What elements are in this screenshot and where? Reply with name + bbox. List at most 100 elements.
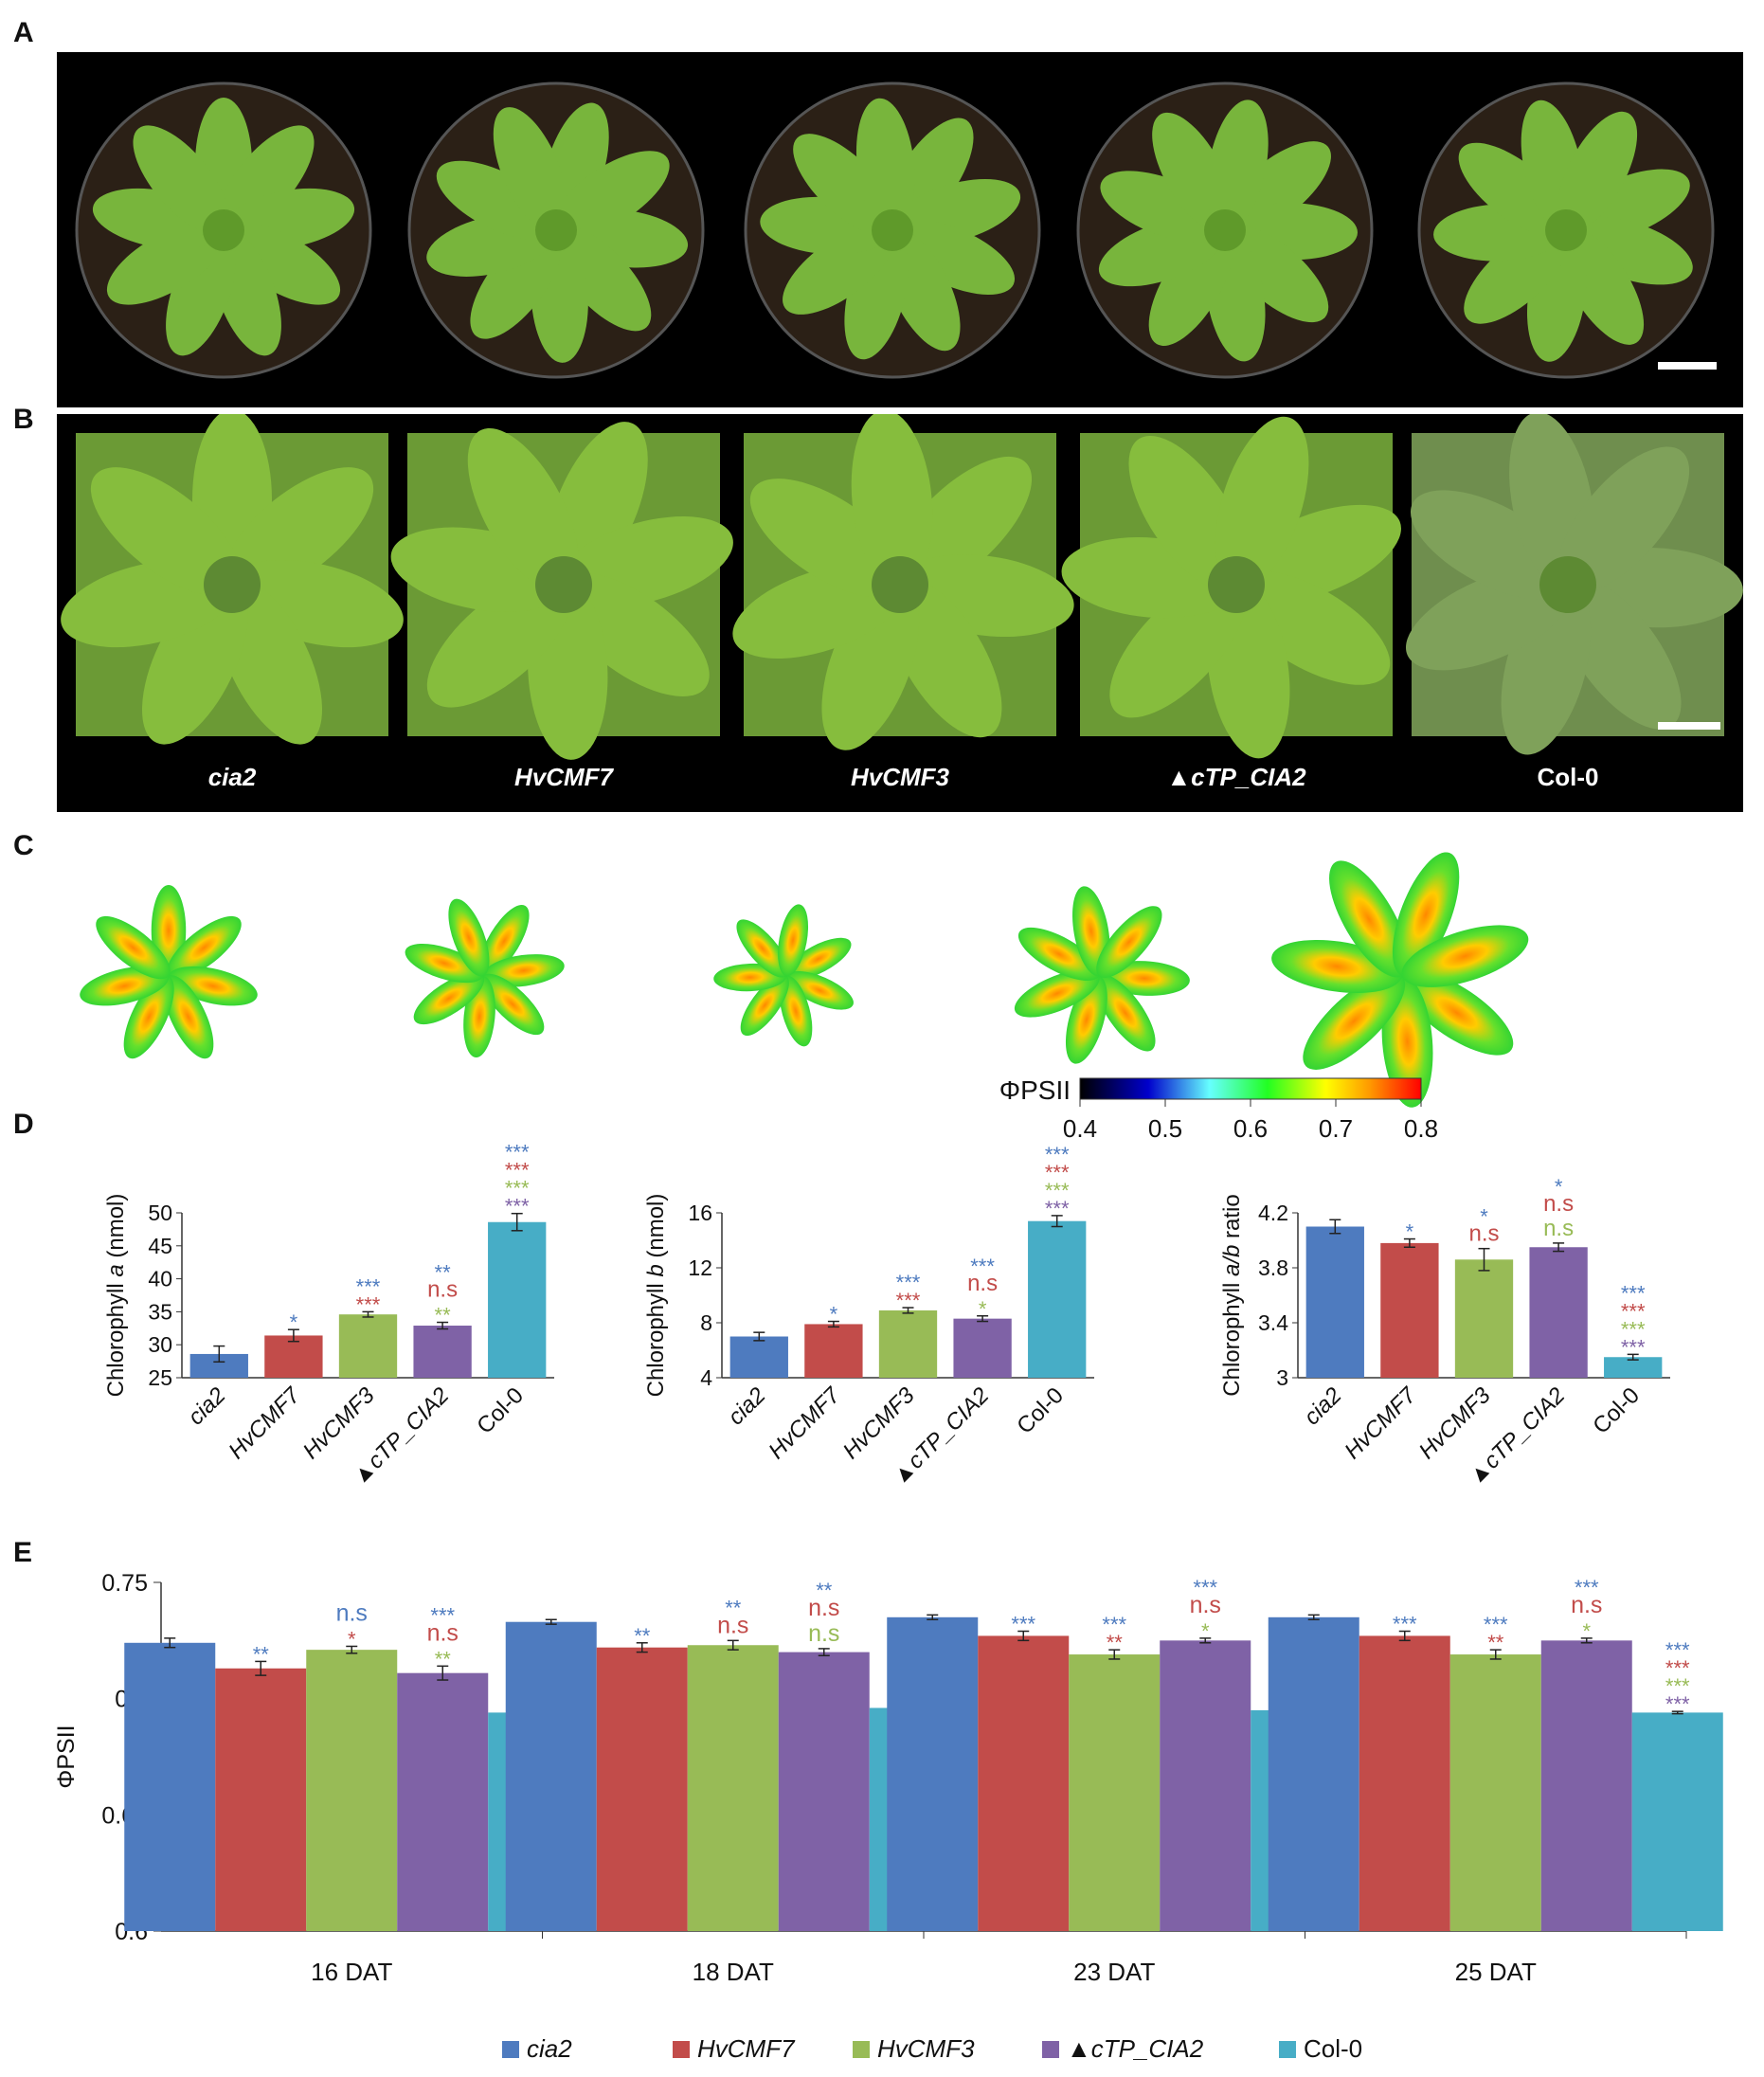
rosette-center xyxy=(535,209,577,251)
y-axis-label: ΦPSII xyxy=(57,1725,80,1788)
leaf xyxy=(222,222,341,305)
significance-mark: n.s xyxy=(1190,1592,1221,1618)
significance-mark: ** xyxy=(435,1647,452,1671)
legend-item-cia2: cia2 xyxy=(502,2034,572,2063)
legend-label: cia2 xyxy=(527,2034,572,2063)
rosette-center xyxy=(1539,556,1596,613)
category-label: Col-0 xyxy=(1012,1382,1069,1439)
category-label: cia2 xyxy=(1299,1382,1346,1430)
bar-cia2 xyxy=(1268,1616,1359,1931)
significance-mark: *** xyxy=(1045,1161,1070,1184)
scale-bar xyxy=(1658,362,1717,370)
leaf xyxy=(1215,416,1309,590)
significance-mark: *** xyxy=(505,1141,530,1165)
significance-mark: * xyxy=(1582,1619,1591,1643)
leaf xyxy=(1100,171,1226,243)
significance-mark: *** xyxy=(1621,1281,1646,1305)
colorbar-label: ΦPSII xyxy=(999,1075,1071,1105)
bar-HvCMF7 xyxy=(596,1647,688,1931)
significance-mark: n.s xyxy=(427,1619,459,1646)
significance-mark: n.s xyxy=(427,1277,458,1303)
leaf xyxy=(1401,925,1529,987)
bar-HvCMF3 xyxy=(878,1309,938,1378)
significance-mark: * xyxy=(830,1303,838,1327)
significance-mark: *** xyxy=(505,1177,530,1201)
category-label: cia2 xyxy=(723,1382,770,1430)
y-label-part: a xyxy=(103,1264,129,1276)
significance-mark: ** xyxy=(1487,1631,1504,1654)
category-label: 16 DAT xyxy=(311,1958,392,1986)
y-tick-label: 3.4 xyxy=(1258,1310,1288,1335)
genotype-label: cia2 xyxy=(208,763,257,791)
colorbar-tick-label: 0.6 xyxy=(1233,1114,1268,1143)
significance-mark: n.s xyxy=(1468,1221,1499,1247)
y-tick-label: 35 xyxy=(148,1299,172,1324)
leaf xyxy=(785,970,854,1010)
closeup-photo-2: HvCMF3 xyxy=(732,414,1074,791)
panel-letter-a: A xyxy=(13,17,34,48)
significance-mark: * xyxy=(979,1297,987,1321)
y-label-part: (nmol) xyxy=(643,1194,669,1265)
significance-mark: *** xyxy=(1045,1179,1070,1202)
leaf xyxy=(167,915,242,980)
legend-swatch xyxy=(1042,2041,1059,2058)
leaf xyxy=(749,479,908,598)
bar-Col-0 xyxy=(1604,1357,1663,1378)
leaf xyxy=(1400,970,1514,1056)
y-tick-label: 3.8 xyxy=(1258,1255,1288,1280)
leaf xyxy=(467,427,579,591)
leaf xyxy=(736,919,789,978)
legend-label: HvCMF3 xyxy=(877,2034,975,2063)
significance-mark: *** xyxy=(1621,1335,1646,1359)
significance-mark: * xyxy=(290,1310,298,1334)
bar-cTP_CIA2 xyxy=(1540,1640,1632,1931)
leaf xyxy=(1014,969,1100,1018)
bar-HvCMF3 xyxy=(687,1645,779,1931)
category-label: HvCMF7 xyxy=(764,1382,846,1464)
y-tick-label: 4.2 xyxy=(1258,1201,1288,1225)
rosette-center xyxy=(872,209,913,251)
panel-c-images: ΦPSII 0.4 0.5 0.6 0.7 0.8 xyxy=(80,852,1529,1143)
significance-mark: *** xyxy=(1484,1613,1508,1636)
legend-item-HvCMF3: HvCMF3 xyxy=(853,2034,975,2063)
rosette-center xyxy=(1208,556,1265,613)
bar-HvCMF7 xyxy=(215,1668,307,1931)
significance-mark: ** xyxy=(725,1596,742,1619)
significance-mark: n.s xyxy=(717,1612,748,1638)
significance-mark: *** xyxy=(1665,1638,1690,1662)
bar-HvCMF7 xyxy=(1359,1635,1450,1931)
y-axis-label: Chlorophyll a (nmol) xyxy=(103,1194,129,1398)
y-label-part: (nmol) xyxy=(103,1194,129,1265)
bar-cia2 xyxy=(124,1642,216,1931)
category-label: 18 DAT xyxy=(693,1958,774,1986)
significance-mark: ** xyxy=(816,1579,833,1602)
significance-mark: n.s xyxy=(1571,1592,1602,1618)
legend: cia2 HvCMF7 HvCMF3 ▲cTP_CIA2 Col-0 xyxy=(502,2034,1362,2063)
leaf xyxy=(141,578,248,745)
leaf xyxy=(1017,927,1100,982)
leaf xyxy=(1329,860,1409,978)
leaf xyxy=(163,975,214,1059)
leaf xyxy=(1109,575,1247,718)
bar-cTP_CIA2 xyxy=(1529,1247,1588,1378)
leaf xyxy=(166,229,237,356)
chart-chlorophyll-a: 25 30 35 40 45 50 Chlorophyll a (nmol) cia2 * HvC… xyxy=(103,1141,554,1490)
y-tick-label: 12 xyxy=(688,1255,712,1280)
legend-item-Col-0: Col-0 xyxy=(1279,2034,1362,2063)
scale-bar xyxy=(1658,722,1720,730)
genotype-label: Col-0 xyxy=(1538,763,1599,791)
rosette-center xyxy=(535,556,592,613)
rosette-center xyxy=(204,556,261,613)
category-label: 25 DAT xyxy=(1455,1958,1537,1986)
leaf xyxy=(96,915,171,980)
psii-image-1 xyxy=(405,898,565,1058)
rosette-center xyxy=(203,209,244,251)
bar-HvCMF3 xyxy=(1449,1654,1541,1931)
significance-mark: *** xyxy=(1665,1692,1690,1716)
psii-image-4 xyxy=(1271,852,1529,1108)
closeup-photo-4: Col-0 xyxy=(1405,414,1743,791)
y-label-part: Chlorophyll xyxy=(643,1277,669,1398)
significance-mark: *** xyxy=(1193,1576,1217,1599)
colorbar-tick-label: 0.7 xyxy=(1319,1114,1353,1143)
